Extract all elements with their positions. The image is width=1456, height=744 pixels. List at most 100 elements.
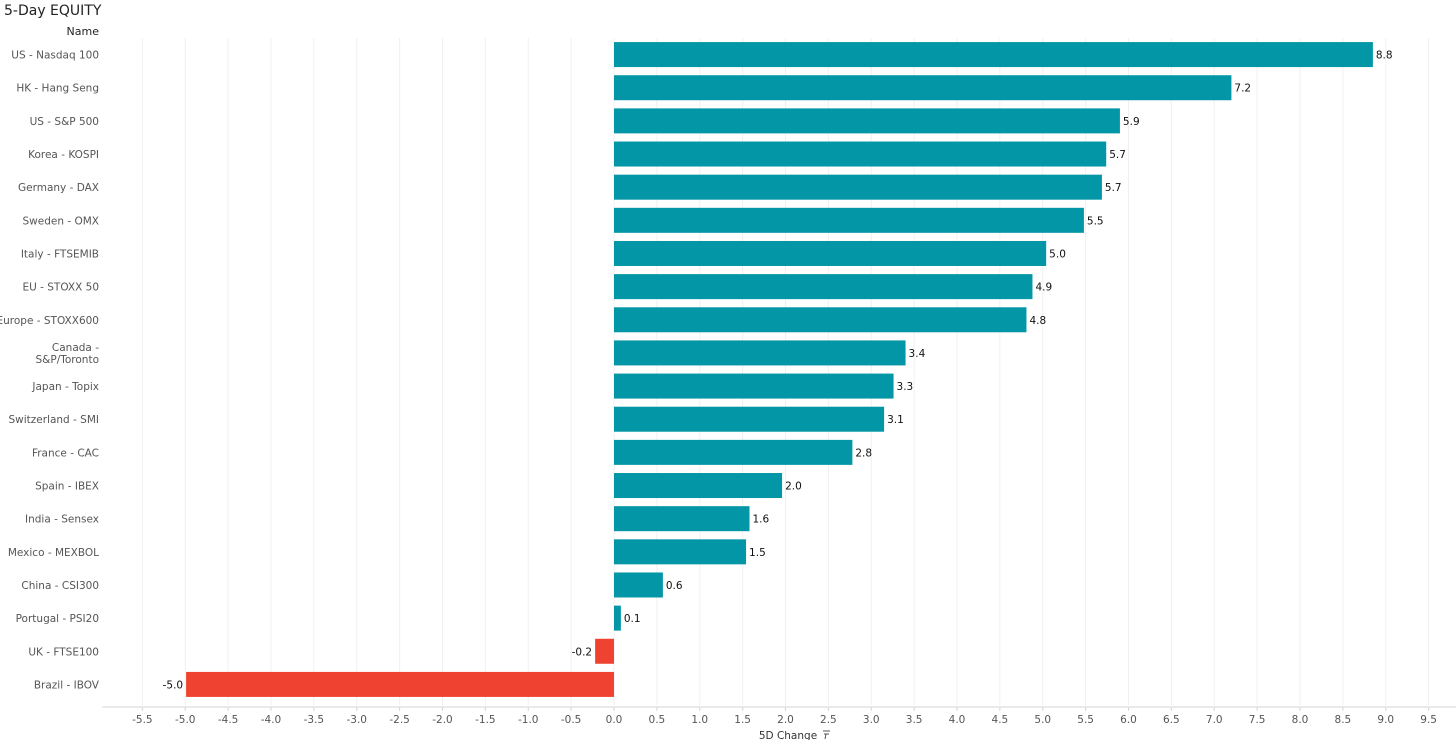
- category-label: Canada -: [52, 342, 99, 354]
- x-tick-label: 7.5: [1249, 714, 1266, 726]
- x-tick-label: 5.0: [1034, 714, 1051, 726]
- category-label: US - S&P 500: [30, 116, 99, 128]
- category-label: HK - Hang Seng: [16, 83, 99, 95]
- x-tick-label: 4.0: [949, 714, 966, 726]
- bar[interactable]: [614, 240, 1047, 266]
- bar[interactable]: [614, 406, 885, 432]
- category-label: Italy - FTSEMIB: [21, 248, 99, 260]
- x-tick-label: -2.0: [432, 714, 453, 726]
- data-label: 2.8: [855, 447, 872, 459]
- category-label: Germany - DAX: [18, 182, 99, 194]
- category-label: Brazil - IBOV: [34, 679, 100, 691]
- x-tick-label: 9.0: [1377, 714, 1394, 726]
- x-tick-label: 3.5: [906, 714, 923, 726]
- data-label: -0.2: [572, 646, 593, 658]
- bar[interactable]: [614, 340, 906, 366]
- x-tick-label: 4.5: [992, 714, 1009, 726]
- x-tick-label: -5.0: [175, 714, 196, 726]
- x-tick-label: 3.0: [863, 714, 880, 726]
- category-label: Korea - KOSPI: [28, 149, 99, 161]
- data-label: 7.2: [1234, 83, 1251, 95]
- x-tick-label: 0.5: [649, 714, 666, 726]
- x-tick-label: 2.5: [820, 714, 837, 726]
- x-tick-label: -1.0: [518, 714, 539, 726]
- category-labels: Name US - Nasdaq 100 HK - Hang Seng US - S&…: [0, 25, 100, 691]
- x-tick-label: -4.0: [261, 714, 282, 726]
- x-axis-title: 5D Change: [759, 730, 817, 740]
- category-label: Sweden - OMX: [23, 215, 99, 227]
- bar[interactable]: [186, 671, 615, 697]
- category-label: Japan - Topix: [31, 381, 99, 393]
- row-header: Name: [67, 25, 100, 38]
- x-tick-label: 1.5: [734, 714, 751, 726]
- data-label: 0.1: [624, 613, 641, 625]
- bar[interactable]: [614, 42, 1373, 68]
- bar[interactable]: [614, 473, 783, 499]
- x-tick-label: -2.5: [389, 714, 410, 726]
- category-label: Portugal - PSI20: [16, 613, 99, 625]
- data-label: 5.7: [1105, 182, 1122, 194]
- data-label: 1.6: [752, 514, 769, 526]
- bar[interactable]: [614, 605, 621, 631]
- category-label: EU - STOXX 50: [22, 282, 99, 294]
- chart-title: 5-Day EQUITY: [4, 3, 102, 19]
- x-tick-label: 6.5: [1163, 714, 1180, 726]
- x-axis: -5.5 -5.0 -4.5 -4.0 -3.5 -3.0 -2.5 -2.0 -1.5 -1.0…: [102, 706, 1456, 742]
- x-tick-label: 8.0: [1292, 714, 1309, 726]
- bars: [186, 42, 1373, 697]
- bar[interactable]: [614, 174, 1102, 200]
- x-tick-label: 9.5: [1420, 714, 1437, 726]
- data-label: 4.8: [1029, 315, 1046, 327]
- data-label: 1.5: [749, 547, 766, 559]
- x-tick-label: -3.5: [304, 714, 325, 726]
- x-tick-label: 6.0: [1120, 714, 1137, 726]
- bar[interactable]: [614, 539, 747, 565]
- bar[interactable]: [614, 141, 1107, 167]
- data-label: 8.8: [1376, 50, 1393, 62]
- gridlines: [141, 38, 1430, 705]
- sort-icon[interactable]: [823, 730, 830, 740]
- category-label: S&P/Toronto: [36, 354, 99, 366]
- data-label: 3.3: [897, 381, 914, 393]
- bar[interactable]: [595, 638, 614, 664]
- category-label: Mexico - MEXBOL: [8, 547, 99, 559]
- x-tick-label: 2.0: [777, 714, 794, 726]
- bar[interactable]: [614, 108, 1120, 134]
- data-label: 2.0: [785, 481, 802, 493]
- data-label: 5.0: [1049, 248, 1066, 260]
- data-label: 5.7: [1109, 149, 1126, 161]
- category-label: Switzerland - SMI: [8, 414, 99, 426]
- x-tick-label: -1.5: [475, 714, 496, 726]
- category-label: US - Nasdaq 100: [11, 50, 99, 62]
- data-label: 5.5: [1087, 215, 1104, 227]
- x-tick-label: -5.5: [132, 714, 153, 726]
- x-tick-label: 0.0: [606, 714, 623, 726]
- bar[interactable]: [614, 572, 663, 598]
- bar[interactable]: [614, 75, 1232, 101]
- data-labels: 8.8 7.2 5.9 5.7 5.7 5.5 5.0 4.9 4.8 3.4 3.3 3.1 2.8 2…: [163, 50, 1393, 692]
- bar[interactable]: [614, 373, 894, 399]
- category-label: Europe - STOXX600: [0, 315, 99, 327]
- bar[interactable]: [614, 506, 750, 532]
- x-tick-label: 8.5: [1335, 714, 1352, 726]
- x-tick-label: -4.5: [218, 714, 239, 726]
- category-label: UK - FTSE100: [28, 646, 99, 658]
- category-label: France - CAC: [32, 447, 99, 459]
- data-label: 3.1: [887, 414, 904, 426]
- x-tick-label: 5.5: [1077, 714, 1094, 726]
- x-tick-label: 7.0: [1206, 714, 1223, 726]
- data-label: -5.0: [163, 679, 184, 691]
- x-tick-label: 1.0: [691, 714, 708, 726]
- x-tick-label: -0.5: [561, 714, 582, 726]
- category-label: Spain - IBEX: [35, 481, 99, 493]
- data-label: 4.9: [1035, 282, 1052, 294]
- bar[interactable]: [614, 439, 853, 465]
- category-label: India - Sensex: [25, 514, 99, 526]
- bar[interactable]: [614, 307, 1027, 333]
- category-label: China - CSI300: [21, 580, 99, 592]
- x-tick-label: -3.0: [347, 714, 368, 726]
- bar[interactable]: [614, 207, 1084, 233]
- bar[interactable]: [614, 274, 1033, 300]
